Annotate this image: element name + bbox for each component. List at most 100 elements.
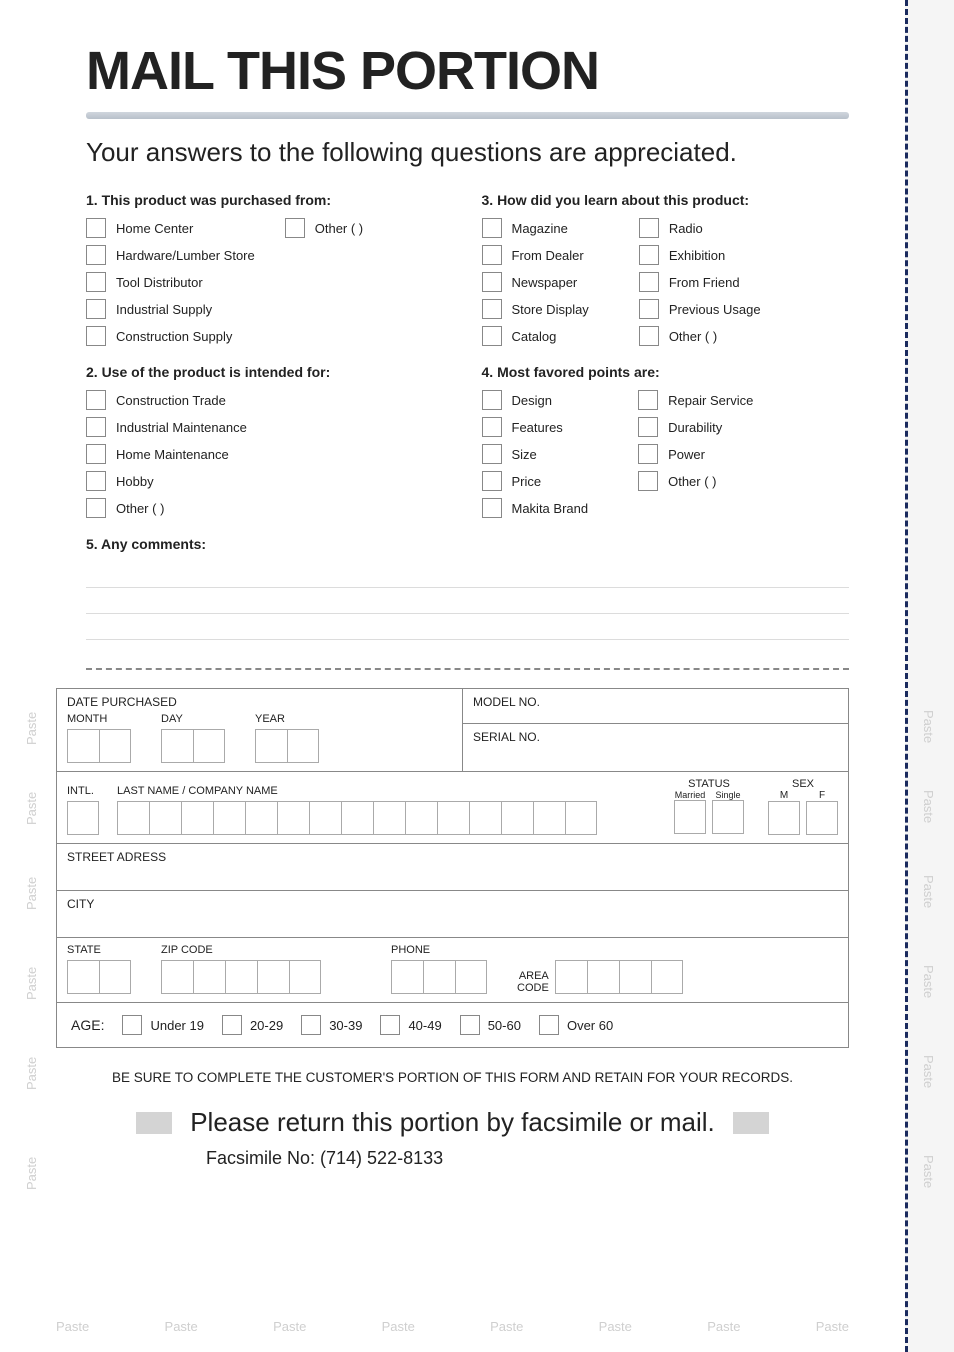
q3-option: Exhibition <box>669 248 725 263</box>
q2-option: Construction Trade <box>116 393 226 408</box>
q4-checkbox[interactable] <box>482 444 502 464</box>
return-text: Please return this portion by facsimile … <box>190 1107 715 1138</box>
q2-checkbox[interactable] <box>86 417 106 437</box>
married-checkbox[interactable] <box>674 800 706 834</box>
q4-option: Repair Service <box>668 393 753 408</box>
month-input[interactable] <box>67 729 131 763</box>
q4-checkbox[interactable] <box>482 390 502 410</box>
q4-checkbox[interactable] <box>482 498 502 518</box>
q2-option: Home Maintenance <box>116 447 229 462</box>
state-label: STATE <box>67 944 131 956</box>
q4-checkbox[interactable] <box>638 444 658 464</box>
sex-label: SEX <box>768 778 838 790</box>
cut-line <box>86 668 849 670</box>
age-option: 30-39 <box>329 1018 362 1033</box>
last-name-label: LAST NAME / COMPANY NAME <box>117 785 656 797</box>
single-checkbox[interactable] <box>712 800 744 834</box>
q3-checkbox[interactable] <box>639 299 659 319</box>
paste-label: Paste <box>490 1319 523 1334</box>
area-code-input[interactable] <box>555 960 683 994</box>
age-checkbox[interactable] <box>460 1015 480 1035</box>
m-label: M <box>768 790 800 801</box>
q3-checkbox[interactable] <box>482 218 502 238</box>
q2-head: 2. Use of the product is intended for: <box>86 364 454 380</box>
q1-checkbox[interactable] <box>86 218 106 238</box>
paste-label: Paste <box>24 877 39 910</box>
q4-option: Other ( ) <box>668 474 716 489</box>
q1-option: Industrial Supply <box>116 302 212 317</box>
sex-m-checkbox[interactable] <box>768 801 800 835</box>
q2-option: Other ( ) <box>116 501 164 516</box>
q3-checkbox[interactable] <box>482 272 502 292</box>
paste-label: Paste <box>382 1319 415 1334</box>
q4-checkbox[interactable] <box>482 417 502 437</box>
paste-label: Paste <box>921 965 936 998</box>
comment-line[interactable] <box>86 614 849 640</box>
q1-checkbox[interactable] <box>86 299 106 319</box>
q1-checkbox[interactable] <box>86 245 106 265</box>
q2-checkbox[interactable] <box>86 444 106 464</box>
q1-checkbox[interactable] <box>285 218 305 238</box>
name-input[interactable] <box>117 801 656 835</box>
age-checkbox[interactable] <box>122 1015 142 1035</box>
q4-checkbox[interactable] <box>638 417 658 437</box>
customer-form: DATE PURCHASED MONTH DAY YEAR <box>56 688 849 1048</box>
phone-input[interactable] <box>391 960 487 994</box>
year-input[interactable] <box>255 729 319 763</box>
q4-checkbox[interactable] <box>638 471 658 491</box>
q3-checkbox[interactable] <box>482 326 502 346</box>
comment-line[interactable] <box>86 562 849 588</box>
q3-checkbox[interactable] <box>482 299 502 319</box>
f-label: F <box>806 790 838 801</box>
state-input[interactable] <box>67 960 131 994</box>
q3-option: Catalog <box>512 329 557 344</box>
q3-checkbox[interactable] <box>639 272 659 292</box>
q4-col1: Design Features Size Price Makita Brand <box>482 390 589 518</box>
date-purchased-label: DATE PURCHASED <box>67 695 452 709</box>
q5-head: 5. Any comments: <box>86 536 849 552</box>
q2-checkbox[interactable] <box>86 471 106 491</box>
q3-checkbox[interactable] <box>639 326 659 346</box>
q3-checkbox[interactable] <box>639 218 659 238</box>
sex-f-checkbox[interactable] <box>806 801 838 835</box>
intl-label: INTL. <box>67 785 99 797</box>
paste-label: Paste <box>921 1155 936 1188</box>
decor-block <box>733 1112 769 1134</box>
q3-option: Magazine <box>512 221 568 236</box>
area-code-label: AREA CODE <box>517 970 549 994</box>
q4-col2: Repair Service Durability Power Other ( … <box>638 390 753 518</box>
q1-checkbox[interactable] <box>86 326 106 346</box>
q4-checkbox[interactable] <box>482 471 502 491</box>
q3-option: From Dealer <box>512 248 584 263</box>
q3-checkbox[interactable] <box>482 245 502 265</box>
q1-option: Home Center <box>116 221 193 236</box>
q3-col2: Radio Exhibition From Friend Previous Us… <box>639 218 761 346</box>
age-checkbox[interactable] <box>539 1015 559 1035</box>
age-label: AGE: <box>71 1017 104 1033</box>
q3-head: 3. How did you learn about this product: <box>482 192 850 208</box>
paste-label: Paste <box>921 875 936 908</box>
q2-option: Hobby <box>116 474 154 489</box>
q3-option: Other ( ) <box>669 329 717 344</box>
page-title: MAIL THIS PORTION <box>86 40 849 102</box>
q4-option: Size <box>512 447 537 462</box>
status-label: STATUS <box>674 778 744 790</box>
q2-checkbox[interactable] <box>86 498 106 518</box>
paste-label: Paste <box>24 1157 39 1190</box>
q4-option: Power <box>668 447 705 462</box>
zip-input[interactable] <box>161 960 321 994</box>
comment-line[interactable] <box>86 588 849 614</box>
q1-checkbox[interactable] <box>86 272 106 292</box>
age-checkbox[interactable] <box>222 1015 242 1035</box>
day-input[interactable] <box>161 729 225 763</box>
q1-col1: Home Center Hardware/Lumber Store Tool D… <box>86 218 255 346</box>
q2-checkbox[interactable] <box>86 390 106 410</box>
q3-checkbox[interactable] <box>639 245 659 265</box>
intl-input[interactable] <box>67 801 99 835</box>
age-checkbox[interactable] <box>380 1015 400 1035</box>
paste-label: Paste <box>707 1319 740 1334</box>
q4-checkbox[interactable] <box>638 390 658 410</box>
single-label: Single <box>712 790 744 800</box>
q3-option: From Friend <box>669 275 740 290</box>
age-checkbox[interactable] <box>301 1015 321 1035</box>
